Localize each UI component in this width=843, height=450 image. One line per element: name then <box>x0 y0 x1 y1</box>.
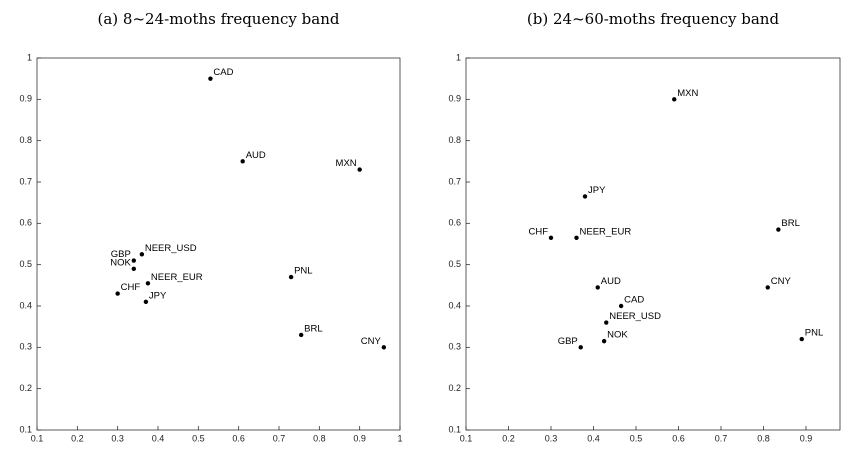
point-label: CAD <box>213 67 233 78</box>
point-label: AUD <box>246 150 266 161</box>
point <box>765 285 770 290</box>
x-tick-label: 0.4 <box>587 433 600 443</box>
point-label: CNY <box>361 336 382 347</box>
chart-title: (b) 24~60-moths frequency band <box>527 10 780 28</box>
point <box>115 291 120 296</box>
y-tick-label: 0.5 <box>448 259 461 269</box>
point-label: NOK <box>110 257 131 268</box>
y-tick-label: 0.2 <box>448 383 461 393</box>
y-tick-label: 0.9 <box>448 94 461 104</box>
x-tick-label: 0.6 <box>232 433 245 443</box>
y-tick-label: 0.3 <box>19 342 32 352</box>
x-tick-label: 0.4 <box>152 433 165 443</box>
x-tick-label: 0.1 <box>460 433 473 443</box>
point <box>208 76 213 81</box>
y-tick-label: 0.4 <box>19 300 32 310</box>
point-label: CNY <box>771 276 792 287</box>
x-tick-label: 0.7 <box>273 433 286 443</box>
y-tick-label: 0.5 <box>19 259 32 269</box>
point <box>578 345 583 350</box>
x-tick-label: 0.7 <box>715 433 728 443</box>
point-label: AUD <box>601 276 621 287</box>
point <box>298 332 304 338</box>
point <box>131 258 136 263</box>
y-tick-label: 0.7 <box>19 176 32 186</box>
x-tick-label: 0.3 <box>545 433 558 443</box>
point-label: JPY <box>149 290 167 301</box>
x-tick-label: 1 <box>397 433 402 443</box>
y-tick-label: 0.6 <box>448 218 461 228</box>
y-tick-label: 1 <box>27 52 32 62</box>
point <box>582 194 588 199</box>
point <box>131 266 136 271</box>
y-tick-label: 0.6 <box>19 218 32 228</box>
point <box>595 285 600 290</box>
point <box>618 303 624 309</box>
y-tick-label: 0.4 <box>448 300 461 310</box>
y-tick-label: 0.1 <box>448 424 461 434</box>
point <box>604 320 609 325</box>
x-tick-label: 0.6 <box>672 433 685 443</box>
x-tick-label: 0.9 <box>800 433 813 443</box>
y-tick-label: 0.3 <box>448 342 461 352</box>
x-tick-label: 0.2 <box>71 433 84 443</box>
point <box>139 252 145 257</box>
plot-area <box>36 57 401 431</box>
x-tick-label: 0.8 <box>313 433 326 443</box>
point-label: CHF <box>528 226 548 237</box>
point <box>357 167 362 172</box>
y-tick-label: 0.9 <box>19 94 32 104</box>
x-tick-label: 0.9 <box>353 433 366 443</box>
y-tick-label: 1 <box>456 52 461 62</box>
plot-area <box>465 57 841 431</box>
point-label: NOK <box>607 330 628 341</box>
x-tick-label: 0.5 <box>630 433 643 443</box>
point <box>672 97 677 102</box>
y-tick-label: 0.7 <box>448 176 461 186</box>
point-label: NEER_EUR <box>580 226 632 237</box>
point <box>799 336 804 342</box>
point-label: BRL <box>304 323 322 334</box>
chart-title: (a) 8~24-moths frequency band <box>98 10 340 28</box>
point-label: GBP <box>558 336 578 347</box>
point <box>145 281 151 286</box>
point-label: PNL <box>805 328 823 339</box>
y-tick-label: 0.8 <box>19 135 32 145</box>
point <box>143 299 149 305</box>
point-label: BRL <box>781 218 799 229</box>
point-label: MXN <box>336 158 357 169</box>
point <box>381 345 387 350</box>
x-tick-label: 0.8 <box>757 433 770 443</box>
point <box>776 227 781 232</box>
point-label: GBP <box>111 249 131 260</box>
point <box>288 274 294 280</box>
point-label: CHF <box>121 282 141 293</box>
point <box>574 235 579 240</box>
x-tick-label: 0.1 <box>31 433 44 443</box>
y-tick-label: 0.8 <box>448 135 461 145</box>
point-label: NEER_EUR <box>151 272 203 283</box>
point <box>240 159 245 164</box>
x-tick-label: 0.5 <box>192 433 205 443</box>
point-label: MXN <box>677 88 698 99</box>
point <box>601 338 607 344</box>
point-label: NEER_USD <box>145 243 197 254</box>
x-tick-label: 0.2 <box>502 433 515 443</box>
point <box>548 235 554 240</box>
y-tick-label: 0.1 <box>19 424 32 434</box>
y-tick-label: 0.2 <box>19 383 32 393</box>
x-tick-label: 0.3 <box>111 433 124 443</box>
point-label: JPY <box>588 185 606 196</box>
point-label: PNL <box>294 266 312 277</box>
point-label: NEER_USD <box>609 311 661 322</box>
point-label: CAD <box>624 295 644 306</box>
